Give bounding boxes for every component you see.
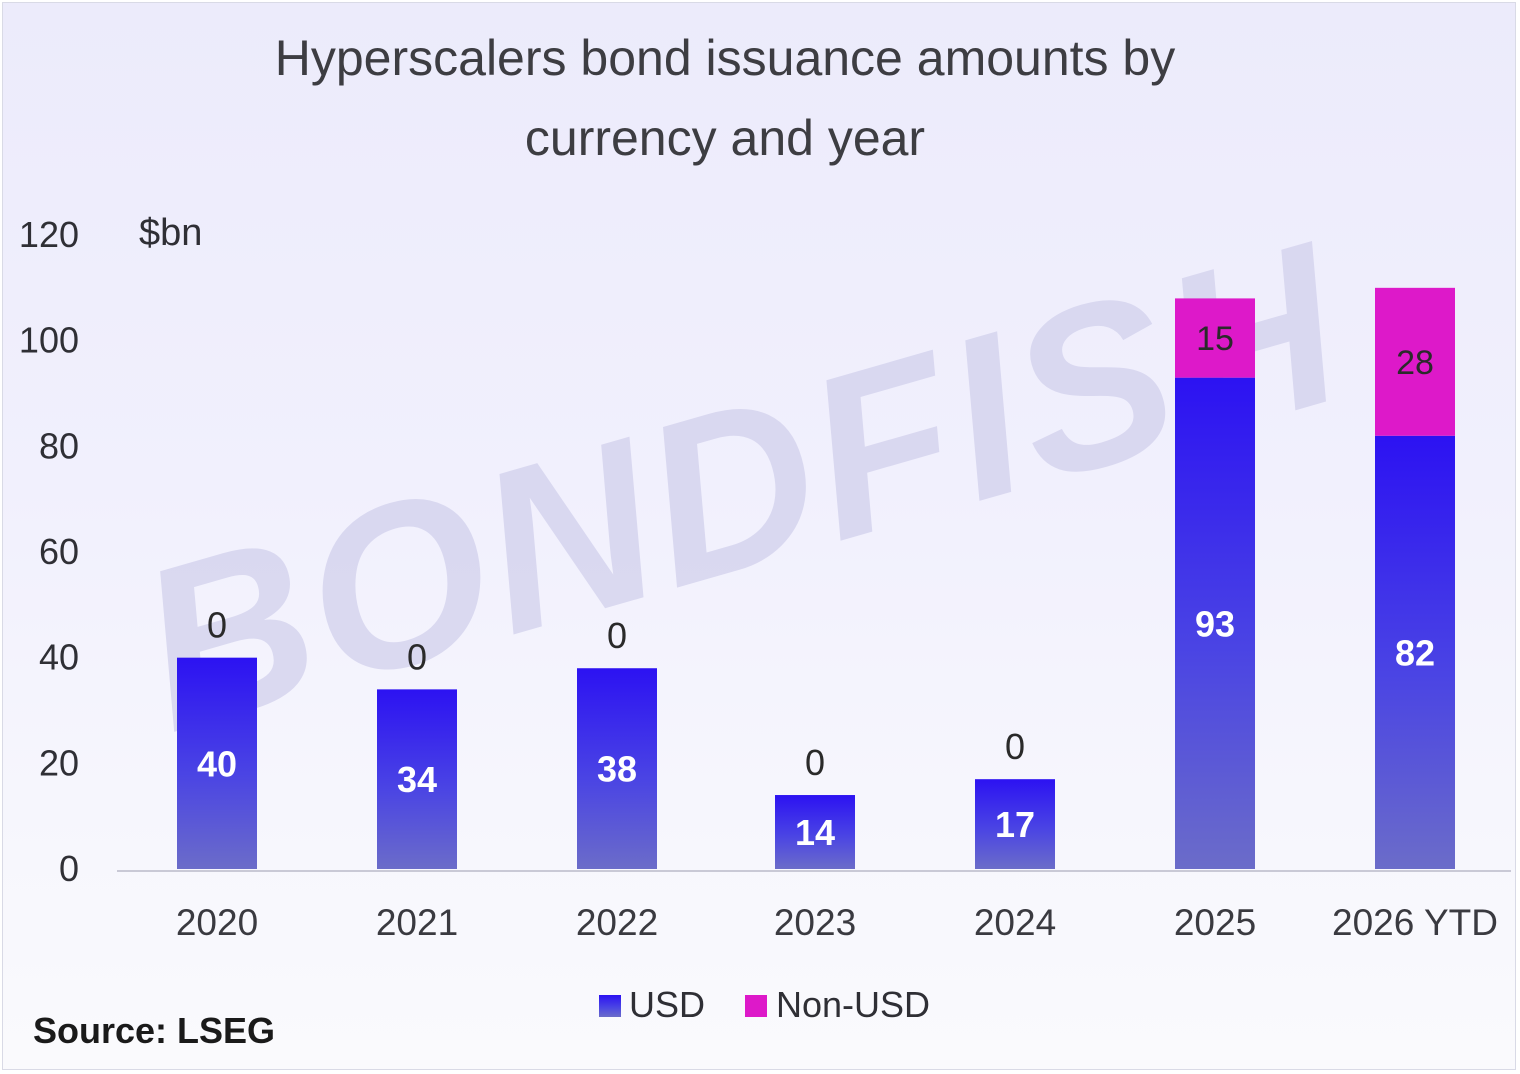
legend-swatch-usd: [599, 995, 621, 1017]
y-tick-label: 20: [39, 742, 79, 783]
unit-label: $bn: [139, 212, 202, 254]
bar-usd-2024: [975, 779, 1055, 869]
bar-usd-2022: [577, 668, 657, 869]
x-tick-label: 2020: [176, 902, 258, 943]
y-tick-label: 0: [59, 848, 79, 889]
x-tick-label: 2024: [974, 902, 1056, 943]
data-label-usd: 93: [1195, 603, 1235, 644]
data-label-usd: 38: [597, 749, 637, 790]
bars: 40 0 34 0 38 0 14 0 17 0 93 15 82 28: [177, 287, 1455, 869]
legend-swatch-non-usd: [745, 995, 767, 1017]
data-label-non-usd: 0: [207, 605, 227, 646]
chart-title-line1: Hyperscalers bond issuance amounts by: [275, 30, 1175, 86]
data-label-non-usd: 0: [407, 636, 427, 677]
data-label-non-usd: 0: [805, 742, 825, 783]
bar-chart: BONDFISH Hyperscalers bond issuance amou…: [19, 30, 1511, 1051]
x-tick-label: 2023: [774, 902, 856, 943]
data-label-usd: 40: [197, 743, 237, 784]
x-axis: 2020 2021 2022 2023 2024 2025 2026 YTD: [176, 902, 1498, 943]
data-label-usd: 82: [1395, 632, 1435, 673]
y-tick-label: 120: [19, 214, 79, 255]
data-label-non-usd: 28: [1396, 344, 1434, 382]
data-label-usd: 14: [795, 812, 835, 853]
bar-usd-2026-ytd: [1375, 435, 1455, 869]
x-tick-label: 2025: [1174, 902, 1256, 943]
data-label-non-usd: 0: [1005, 726, 1025, 767]
legend: USD Non-USD: [599, 984, 930, 1025]
bar-non-usd-2026-ytd: [1375, 287, 1455, 436]
bar-non-usd-2025: [1175, 298, 1255, 378]
source-note: Source: LSEG: [33, 1010, 275, 1051]
y-axis: 0 20 40 60 80 100 120: [19, 214, 79, 889]
data-label-usd: 17: [995, 804, 1035, 845]
legend-label-non-usd: Non-USD: [776, 984, 930, 1025]
y-tick-label: 100: [19, 320, 79, 361]
x-tick-label: 2026 YTD: [1332, 902, 1498, 943]
x-tick-label: 2022: [576, 902, 658, 943]
bar-usd-2021: [377, 689, 457, 869]
y-tick-label: 60: [39, 531, 79, 572]
y-tick-label: 40: [39, 637, 79, 678]
bar-usd-2025: [1175, 377, 1255, 869]
data-label-usd: 34: [397, 759, 437, 800]
x-tick-label: 2021: [376, 902, 458, 943]
legend-label-usd: USD: [629, 984, 705, 1025]
bar-usd-2023: [775, 795, 855, 869]
bar-usd-2020: [177, 657, 257, 869]
y-tick-label: 80: [39, 425, 79, 466]
data-label-non-usd: 15: [1196, 320, 1234, 358]
chart-title-line2: currency and year: [525, 110, 925, 166]
data-label-non-usd: 0: [607, 615, 627, 656]
